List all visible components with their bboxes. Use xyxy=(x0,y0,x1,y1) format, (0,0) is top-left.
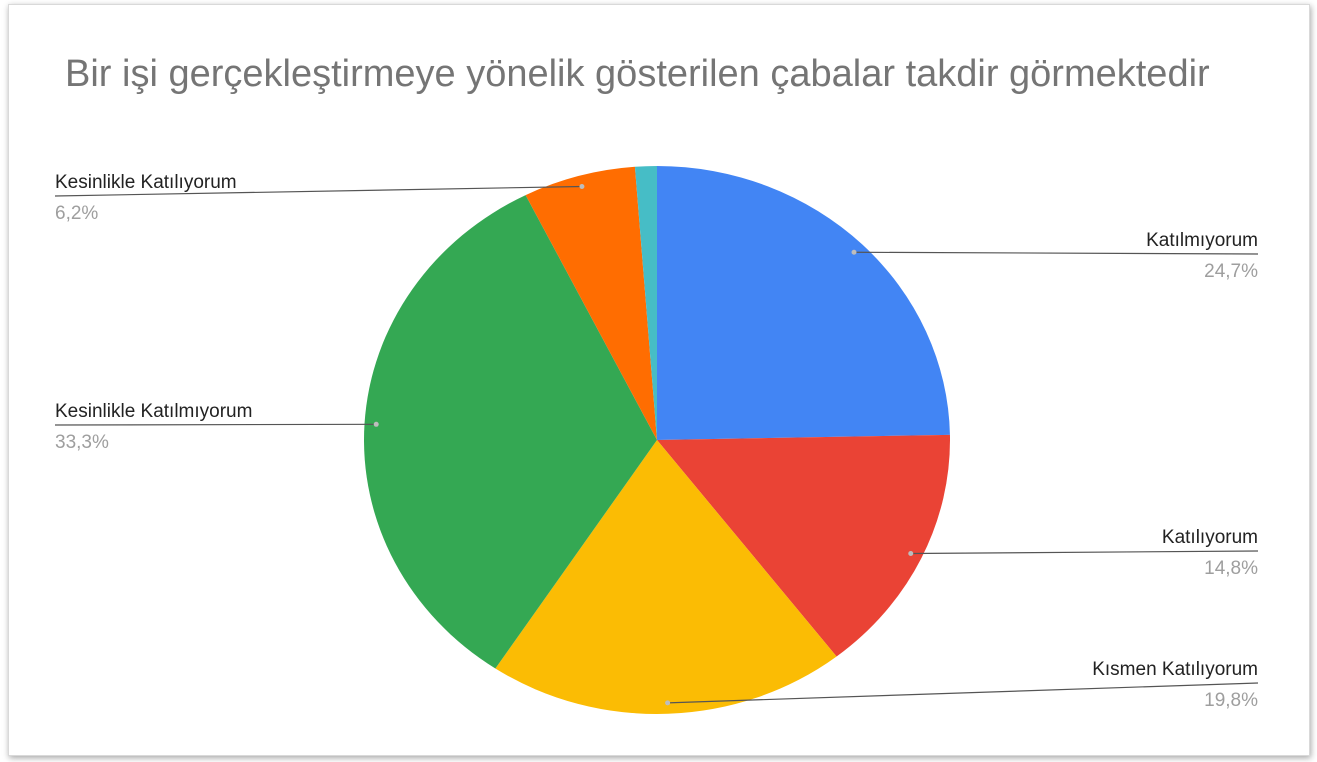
leader-dot xyxy=(851,249,857,255)
slice-value-label: 19,8% xyxy=(1204,690,1258,711)
pie-slice[interactable] xyxy=(525,166,657,441)
leader-dot xyxy=(579,184,585,190)
leader-dot xyxy=(373,421,379,427)
leader-line xyxy=(667,682,1259,704)
pie-slice[interactable] xyxy=(495,440,837,715)
slice-value-label: 6,2% xyxy=(55,203,98,224)
slice-label: Katılıyorum xyxy=(1162,527,1258,548)
slice-value-label: 14,8% xyxy=(1204,558,1258,579)
slice-label: Kesinlikle Katılıyorum xyxy=(55,172,237,193)
slice-label: Kısmen Katılıyorum xyxy=(1092,659,1258,680)
leader-lines xyxy=(54,184,1259,706)
pie-slice[interactable] xyxy=(364,195,657,669)
slice-labels: Katılmıyorum 24,7% Katılıyorum 14,8% Kısmen … xyxy=(55,172,1258,711)
slice-value-label: 33,3% xyxy=(55,432,109,453)
pie-slice[interactable] xyxy=(634,166,657,440)
pie-slice[interactable] xyxy=(657,166,950,440)
leader-dot xyxy=(665,700,671,706)
pie-slice[interactable] xyxy=(657,434,950,657)
slice-value-label: 24,7% xyxy=(1204,261,1258,282)
slice-label: Katılmıyorum xyxy=(1146,230,1258,251)
slice-label: Kesinlikle Katılmıyorum xyxy=(55,401,252,422)
leader-line xyxy=(910,550,1259,555)
leader-line xyxy=(54,185,582,197)
pie-slices xyxy=(364,166,950,715)
leader-dot xyxy=(908,550,914,556)
leader-line xyxy=(854,251,1259,255)
leader-line xyxy=(54,423,377,426)
chart-title: Bir işi gerçekleştirmeye yönelik gösteri… xyxy=(65,53,1210,95)
